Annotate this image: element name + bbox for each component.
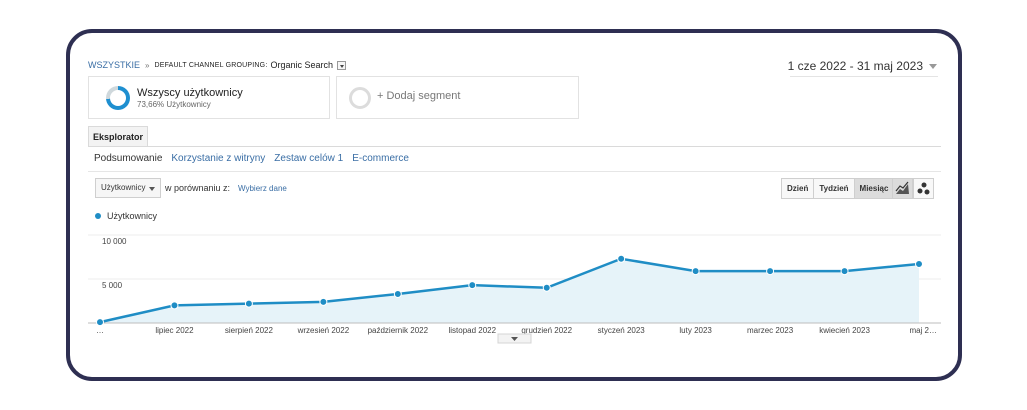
line-chart-view-button[interactable] xyxy=(892,178,913,199)
data-point xyxy=(840,267,849,276)
add-segment-button[interactable]: + Dodaj segment xyxy=(336,76,579,119)
x-tick-label: sierpień 2022 xyxy=(225,326,274,335)
tab-divider xyxy=(88,146,941,147)
data-point xyxy=(542,283,551,292)
data-point xyxy=(766,267,775,276)
x-tick-label: marzec 2023 xyxy=(747,326,794,335)
select-data-link[interactable]: Wybierz dane xyxy=(238,184,287,193)
segment-ring-icon xyxy=(106,86,130,110)
date-range-underline xyxy=(790,76,938,77)
date-range-label: 1 cze 2022 - 31 maj 2023 xyxy=(787,59,923,73)
subtab-site-usage[interactable]: Korzystanie z witryny xyxy=(171,153,266,164)
period-day-button[interactable]: Dzień xyxy=(782,179,815,198)
breadcrumb-separator: » xyxy=(145,60,150,70)
chevron-down-icon[interactable] xyxy=(337,60,347,70)
data-point xyxy=(468,281,477,290)
y-tick-label: 10 000 xyxy=(102,237,127,246)
subtab-summary[interactable]: Podsumowanie xyxy=(94,153,163,164)
breadcrumb-root-link[interactable]: WSZYSTKIE xyxy=(88,60,141,70)
x-tick-label: grudzień 2022 xyxy=(521,326,572,335)
subtab-divider xyxy=(88,171,941,172)
data-point xyxy=(691,267,700,276)
data-point xyxy=(96,318,104,327)
x-tick-label: … xyxy=(96,326,104,335)
users-line-chart: 10 000 5 000 … lipiec 2022 sierpień 2022 wrze… xyxy=(88,234,941,344)
x-tick-label: wrzesień 2022 xyxy=(297,326,350,335)
data-point xyxy=(617,254,626,263)
subtab-ecommerce[interactable]: E-commerce xyxy=(352,153,409,164)
period-month-button[interactable]: Miesiąc xyxy=(854,179,894,198)
add-segment-label: + Dodaj segment xyxy=(377,90,461,102)
tab-explorer[interactable]: Eksplorator xyxy=(88,126,148,147)
metric-dropdown[interactable]: Użytkownicy xyxy=(95,178,161,198)
data-point xyxy=(170,301,179,310)
segment-all-users[interactable]: Wszyscy użytkownicy 73,66% Użytkownicy xyxy=(88,76,330,119)
period-week-button[interactable]: Tydzień xyxy=(814,179,855,198)
line-chart-icon xyxy=(895,181,909,194)
metric-dropdown-value: Użytkownicy xyxy=(101,183,146,192)
date-range-picker[interactable]: 1 cze 2022 - 31 maj 2023 xyxy=(788,59,937,73)
motion-chart-view-button[interactable] xyxy=(913,178,934,199)
x-tick-label: kwiecień 2023 xyxy=(819,326,870,335)
data-point xyxy=(915,260,923,269)
x-tick-label: maj 2… xyxy=(909,326,937,335)
legend-label: Użytkownicy xyxy=(107,211,158,221)
y-tick-label: 5 000 xyxy=(102,281,123,290)
segment-subtitle: 73,66% Użytkownicy xyxy=(137,100,211,109)
chevron-down-icon xyxy=(929,63,937,69)
breadcrumb: WSZYSTKIE » DEFAULT CHANNEL GROUPING: Or… xyxy=(88,58,347,72)
x-tick-label: październik 2022 xyxy=(368,326,429,335)
empty-segment-icon xyxy=(349,87,371,109)
breadcrumb-dimension-key: DEFAULT CHANNEL GROUPING: xyxy=(154,61,268,69)
x-tick-label: lipiec 2022 xyxy=(155,326,194,335)
segment-title: Wszyscy użytkownicy xyxy=(137,87,243,99)
chevron-down-icon xyxy=(511,337,518,341)
breadcrumb-dimension-value: Organic Search xyxy=(270,60,334,70)
x-tick-label: listopad 2022 xyxy=(448,326,496,335)
data-point xyxy=(319,297,328,306)
x-tick-label: luty 2023 xyxy=(679,326,712,335)
x-tick-label: styczeń 2023 xyxy=(598,326,646,335)
series-line xyxy=(99,257,920,324)
data-point xyxy=(244,299,253,308)
legend-dot xyxy=(95,213,101,219)
chart-legend: Użytkownicy xyxy=(95,211,157,221)
compare-label: w porównaniu z: xyxy=(165,183,231,193)
motion-chart-icon xyxy=(917,182,930,195)
subtab-bar: Podsumowanie Korzystanie z witryny Zesta… xyxy=(94,153,418,164)
subtab-goal-set-1[interactable]: Zestaw celów 1 xyxy=(274,153,344,164)
period-toggle: Dzień Tydzień Miesiąc xyxy=(781,178,895,199)
data-point xyxy=(393,289,402,298)
chevron-down-icon xyxy=(149,187,155,191)
series-area xyxy=(100,258,919,323)
